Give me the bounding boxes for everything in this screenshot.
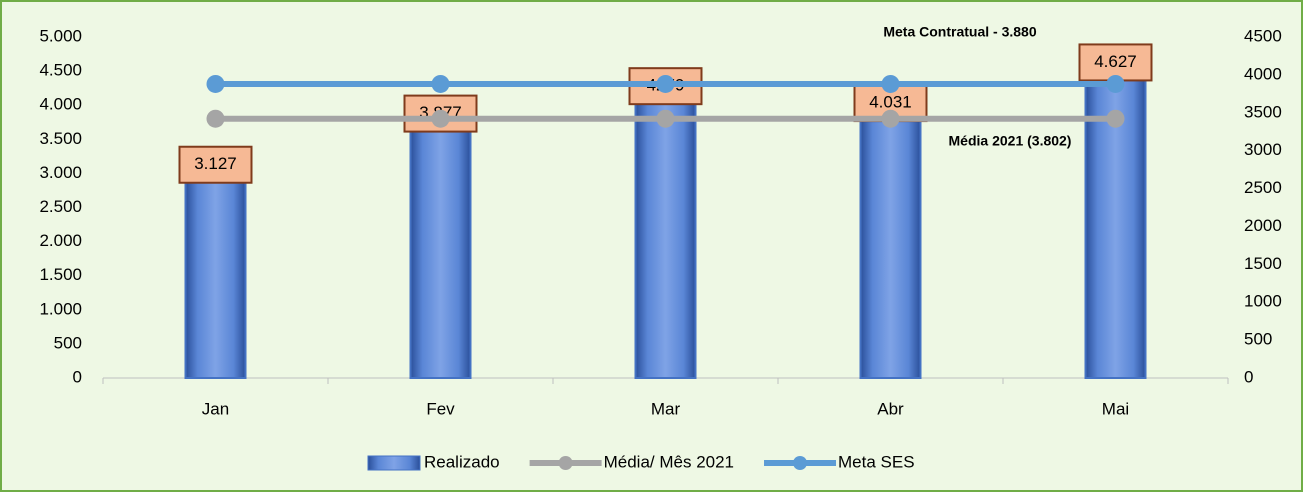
x-tick-label: Fev bbox=[426, 399, 455, 418]
marker bbox=[881, 74, 900, 93]
x-tick-label: Abr bbox=[877, 399, 904, 418]
marker bbox=[656, 74, 675, 93]
y-tick-label: 1.500 bbox=[39, 265, 82, 284]
marker bbox=[206, 109, 225, 128]
legend-swatch bbox=[793, 456, 808, 470]
x-tick-label: Jan bbox=[202, 399, 229, 418]
marker bbox=[656, 109, 675, 128]
y-tick-label: 1.000 bbox=[39, 299, 82, 318]
y-tick-label: 500 bbox=[54, 333, 82, 352]
legend-label: Média/ Mês 2021 bbox=[604, 452, 734, 471]
y-tick-label: 3.000 bbox=[39, 163, 82, 182]
bar bbox=[184, 163, 247, 379]
y-tick-label: 4.000 bbox=[39, 95, 82, 114]
value-label-box bbox=[1078, 43, 1153, 82]
y-tick-label: 3.500 bbox=[39, 129, 82, 148]
legend-swatch bbox=[367, 455, 421, 471]
value-label: 3.127 bbox=[194, 154, 237, 173]
y2-tick-label: 2500 bbox=[1244, 178, 1282, 197]
x-tick-label: Mai bbox=[1102, 399, 1129, 418]
annotation: Média 2021 (3.802) bbox=[949, 133, 1072, 149]
y2-tick-label: 4000 bbox=[1244, 64, 1282, 83]
y-tick-label: 2.500 bbox=[39, 197, 82, 216]
x-tick-label: Mar bbox=[651, 399, 681, 418]
legend-label: Meta SES bbox=[838, 452, 915, 471]
y2-tick-label: 2000 bbox=[1244, 216, 1282, 235]
bar bbox=[409, 112, 472, 380]
y2-tick-label: 3000 bbox=[1244, 140, 1282, 159]
marker bbox=[1106, 109, 1125, 128]
y-tick-label: 5.000 bbox=[39, 26, 82, 45]
marker bbox=[881, 109, 900, 128]
bar bbox=[634, 85, 697, 379]
value-label: 4.031 bbox=[869, 93, 912, 112]
y2-tick-label: 1500 bbox=[1244, 254, 1282, 273]
legend-swatch bbox=[558, 456, 573, 470]
value-label: 4.627 bbox=[1094, 52, 1137, 71]
y2-tick-label: 500 bbox=[1244, 330, 1272, 349]
bar bbox=[859, 102, 922, 380]
y-tick-label: 4.500 bbox=[39, 61, 82, 80]
legend-label: Realizado bbox=[424, 452, 500, 471]
y2-tick-label: 0 bbox=[1244, 367, 1253, 386]
value-label-box bbox=[178, 145, 253, 184]
y2-tick-label: 4500 bbox=[1244, 26, 1282, 45]
y2-tick-label: 3500 bbox=[1244, 102, 1282, 121]
y-tick-label: 0 bbox=[73, 367, 82, 386]
annotation: Meta Contratual - 3.880 bbox=[883, 24, 1036, 40]
y-tick-label: 2.000 bbox=[39, 231, 82, 250]
y2-tick-label: 1000 bbox=[1244, 292, 1282, 311]
marker bbox=[431, 109, 450, 128]
marker bbox=[1106, 74, 1125, 93]
marker bbox=[431, 74, 450, 93]
marker bbox=[206, 74, 225, 93]
